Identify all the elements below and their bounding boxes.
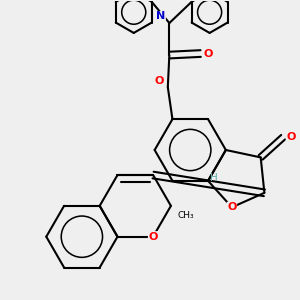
Text: O: O bbox=[204, 49, 213, 58]
Text: O: O bbox=[286, 132, 296, 142]
Text: O: O bbox=[227, 202, 237, 212]
Text: N: N bbox=[156, 11, 165, 22]
Text: O: O bbox=[148, 232, 158, 242]
Text: O: O bbox=[155, 76, 164, 85]
Text: CH₃: CH₃ bbox=[177, 211, 194, 220]
Text: H: H bbox=[209, 173, 217, 183]
